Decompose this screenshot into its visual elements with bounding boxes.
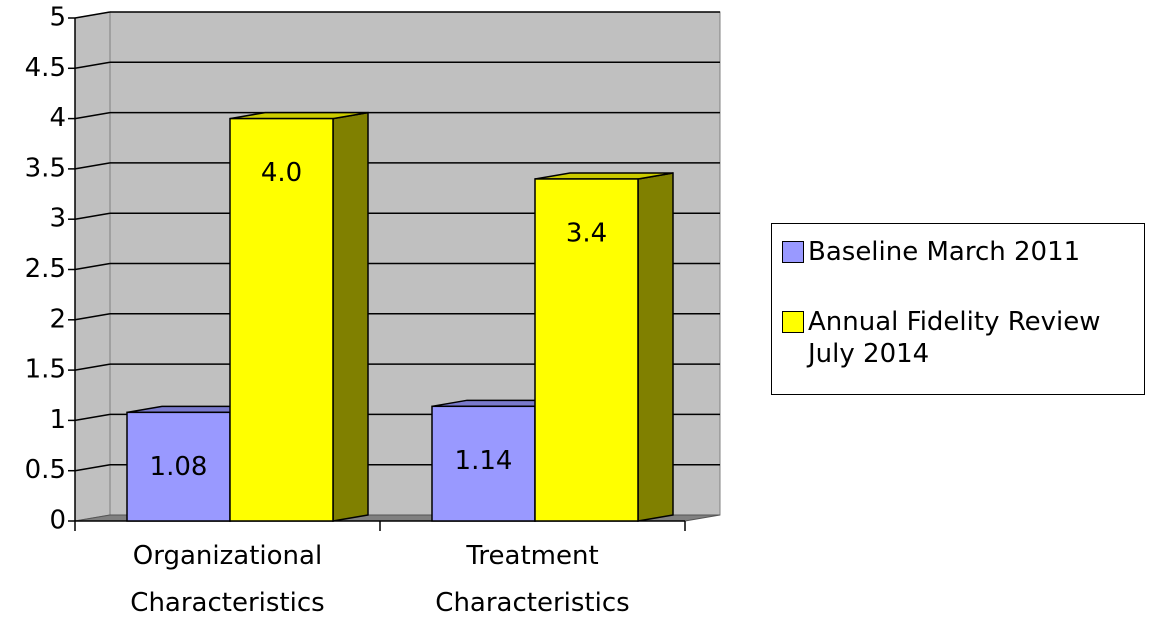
legend-item: Baseline March 2011 <box>782 236 1138 268</box>
legend-swatch <box>782 311 804 333</box>
legend-swatch <box>782 241 804 263</box>
bar-side <box>332 111 369 522</box>
y-tick-label: 5 <box>49 3 66 33</box>
grid-line <box>74 262 111 271</box>
data-label: 1.08 <box>150 452 208 482</box>
y-tick-label: 4 <box>49 103 66 133</box>
data-label: 4.0 <box>261 158 302 188</box>
grid-line <box>74 463 111 472</box>
legend-label: Annual Fidelity Review July 2014 <box>808 307 1101 369</box>
bar <box>534 178 639 522</box>
bar <box>229 117 334 522</box>
grid-line <box>74 212 111 220</box>
grid-line <box>74 413 111 422</box>
grid-line <box>74 61 111 70</box>
x-tick-label: Organizational Characteristics <box>130 541 325 617</box>
grid-line <box>74 162 111 170</box>
bar-side <box>637 172 674 522</box>
y-tick-label: 4.5 <box>25 53 66 83</box>
bar <box>126 411 231 522</box>
y-tick-label: 1.5 <box>25 355 66 385</box>
legend-item: Annual Fidelity Review July 2014 <box>782 306 1138 370</box>
grid-line <box>74 111 111 120</box>
y-tick-label: 0 <box>49 506 66 536</box>
y-tick-label: 2.5 <box>25 254 66 284</box>
y-tick-label: 1 <box>49 405 66 435</box>
y-tick-label: 2 <box>49 304 66 334</box>
legend-label: Baseline March 2011 <box>808 237 1081 267</box>
data-label: 1.14 <box>455 446 513 476</box>
legend: Baseline March 2011 Annual Fidelity Revie… <box>771 223 1145 395</box>
y-tick-label: 0.5 <box>25 455 66 485</box>
x-tick-label: Treatment Characteristics <box>435 541 630 617</box>
grid-line <box>74 363 111 371</box>
y-tick-label: 3.5 <box>25 153 66 183</box>
grid-line <box>74 11 111 19</box>
grid-line <box>74 313 111 321</box>
y-tick-label: 3 <box>49 204 66 234</box>
data-label: 3.4 <box>566 218 607 248</box>
